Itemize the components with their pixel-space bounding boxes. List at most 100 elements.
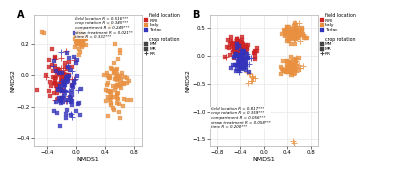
Point — [237, 55, 243, 58]
Point — [232, 55, 239, 57]
Point — [292, 69, 298, 72]
Point — [237, 50, 244, 53]
Point — [59, 91, 66, 93]
Point — [114, 84, 121, 87]
Point — [69, 70, 75, 72]
Point — [51, 98, 58, 101]
Point — [59, 72, 65, 75]
Point — [290, 66, 296, 68]
Point — [72, 61, 79, 64]
Point — [241, 58, 247, 60]
Point — [78, 34, 85, 37]
Point — [114, 79, 120, 81]
Point — [49, 76, 56, 78]
Point — [116, 51, 123, 54]
Text: A: A — [17, 10, 24, 20]
Point — [106, 77, 112, 80]
Point — [285, 71, 292, 74]
Point — [251, 56, 258, 59]
Point — [60, 79, 67, 82]
Point — [286, 32, 292, 35]
Point — [63, 74, 69, 77]
Point — [113, 77, 119, 80]
Point — [231, 46, 238, 49]
Point — [64, 99, 70, 102]
Point — [61, 79, 67, 82]
Point — [288, 56, 294, 58]
Point — [115, 75, 121, 78]
Point — [226, 43, 233, 45]
Point — [73, 110, 79, 112]
Point — [233, 55, 240, 58]
Point — [69, 78, 76, 80]
Point — [238, 58, 244, 61]
Point — [291, 73, 298, 76]
Point — [232, 63, 238, 66]
Point — [112, 42, 118, 45]
Text: B: B — [192, 10, 200, 20]
Point — [286, 40, 292, 43]
Point — [118, 87, 124, 90]
Point — [117, 82, 124, 85]
Point — [74, 59, 80, 61]
Point — [71, 79, 77, 82]
Point — [58, 96, 64, 99]
Point — [232, 55, 238, 57]
Point — [58, 100, 64, 103]
Point — [113, 86, 119, 89]
Point — [110, 70, 117, 73]
Point — [55, 86, 61, 89]
Point — [286, 30, 292, 33]
Point — [66, 95, 73, 98]
Point — [77, 31, 84, 34]
Point — [242, 51, 248, 54]
Point — [292, 57, 299, 60]
Point — [64, 76, 71, 78]
Point — [238, 63, 244, 66]
Point — [61, 84, 67, 87]
Point — [81, 38, 87, 41]
Point — [238, 64, 244, 67]
Point — [290, 64, 296, 67]
Point — [291, 25, 298, 28]
Point — [290, 73, 296, 76]
Point — [292, 25, 299, 28]
Point — [252, 52, 258, 55]
Point — [294, 33, 301, 36]
Point — [243, 65, 249, 68]
Point — [238, 61, 245, 63]
Point — [228, 40, 234, 42]
Point — [289, 72, 295, 74]
Point — [117, 49, 124, 51]
Point — [118, 75, 124, 77]
Point — [231, 47, 238, 50]
Point — [294, 34, 301, 37]
Point — [71, 77, 78, 80]
Point — [282, 31, 288, 34]
Point — [77, 114, 83, 117]
Point — [59, 71, 66, 74]
Point — [288, 32, 295, 35]
Point — [228, 43, 235, 45]
Point — [63, 50, 70, 52]
Point — [59, 76, 65, 78]
Point — [285, 31, 292, 34]
Point — [286, 33, 293, 36]
Point — [112, 89, 118, 91]
Point — [238, 68, 245, 71]
Point — [70, 82, 76, 85]
Point — [108, 93, 114, 95]
Point — [61, 77, 68, 80]
Point — [290, 140, 296, 143]
Point — [295, 33, 302, 36]
Point — [120, 97, 127, 100]
Point — [241, 66, 247, 69]
Point — [74, 41, 80, 44]
Point — [52, 77, 59, 80]
Point — [77, 34, 84, 37]
Point — [244, 70, 250, 73]
Point — [288, 64, 294, 66]
Point — [105, 82, 112, 84]
Point — [286, 70, 292, 73]
Point — [233, 45, 240, 48]
